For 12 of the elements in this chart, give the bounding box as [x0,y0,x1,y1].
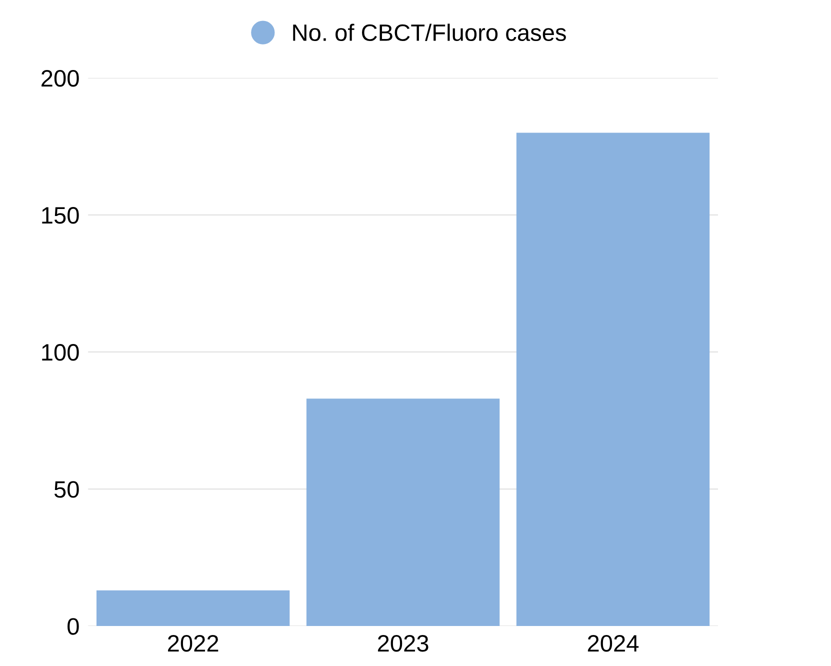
x-tick-label: 2024 [588,634,639,652]
x-tick-label: 2023 [378,634,428,652]
bar [96,590,290,626]
y-tick-label: 100 [42,344,79,361]
y-tick-label: 0 [68,618,79,635]
y-tick-label: 200 [42,70,79,87]
bar [306,398,500,626]
y-tick-label: 50 [54,481,79,498]
legend-label: No. of CBCT/Fluoro cases [293,24,566,42]
bar [516,132,710,626]
x-tick-label: 2022 [168,634,218,652]
y-tick-label: 150 [42,207,79,224]
